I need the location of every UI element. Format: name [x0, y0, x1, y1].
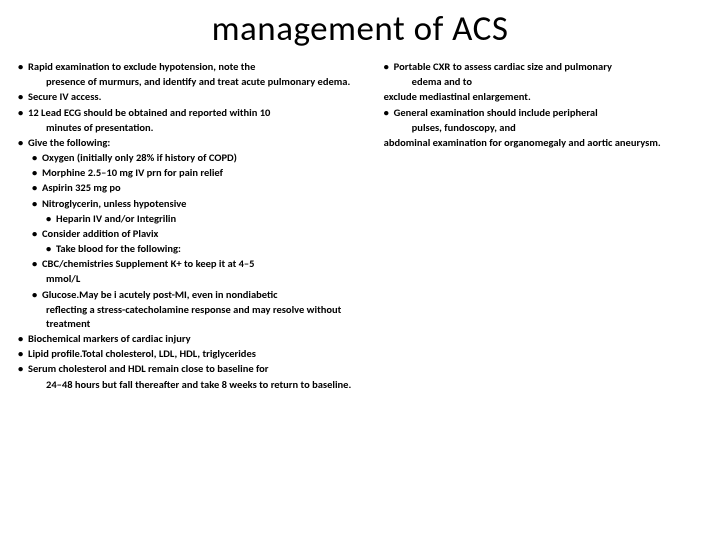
slide: management of ACS Rapid examination to e… — [0, 0, 720, 540]
right-list: Portable CXR to assess cardiac size and … — [384, 60, 702, 150]
list-item: Nitroglycerin, unless hypotensive — [32, 197, 374, 211]
list-item: Secure IV access. — [18, 90, 374, 104]
list-item: minutes of presentation. — [46, 121, 374, 135]
list-item: CBC/chemistries Supplement K+ to keep it… — [32, 257, 374, 271]
list-item: edema and to — [412, 75, 702, 89]
list-item: pulses, fundoscopy, and — [412, 121, 702, 135]
list-item: Heparin IV and/or Integrilin — [46, 212, 374, 226]
list-item: presence of murmurs, and identify and tr… — [46, 75, 374, 89]
list-item: abdominal examination for organomegaly a… — [384, 136, 702, 150]
list-item: Consider addition of Plavix — [32, 227, 374, 241]
slide-title: management of ACS — [18, 8, 702, 50]
list-item: Portable CXR to assess cardiac size and … — [384, 60, 702, 74]
right-column: Portable CXR to assess cardiac size and … — [384, 60, 702, 393]
list-item: Glucose.May be i acutely post-MI, even i… — [32, 288, 374, 302]
list-item: Aspirin 325 mg po — [32, 181, 374, 195]
list-item: Morphine 2.5–10 mg IV prn for pain relie… — [32, 166, 374, 180]
list-item: Take blood for the following: — [46, 242, 374, 256]
list-item: exclude mediastinal enlargement. — [384, 90, 702, 104]
left-list: Rapid examination to exclude hypotension… — [18, 60, 374, 392]
list-item: 24–48 hours but fall thereafter and take… — [46, 378, 374, 392]
list-item: Oxygen (initially only 28% if history of… — [32, 151, 374, 165]
list-item: General examination should include perip… — [384, 106, 702, 120]
list-item: Give the following: — [18, 136, 374, 150]
list-item: Serum cholesterol and HDL remain close t… — [18, 362, 374, 376]
columns: Rapid examination to exclude hypotension… — [18, 60, 702, 393]
list-item: mmol/L — [46, 272, 374, 286]
left-column: Rapid examination to exclude hypotension… — [18, 60, 374, 393]
list-item: Biochemical markers of cardiac injury — [18, 332, 374, 346]
list-item: 12 Lead ECG should be obtained and repor… — [18, 106, 374, 120]
list-item: Lipid profile.Total cholesterol, LDL, HD… — [18, 347, 374, 361]
list-item: Rapid examination to exclude hypotension… — [18, 60, 374, 74]
list-item: reflecting a stress-catecholamine respon… — [46, 303, 374, 331]
